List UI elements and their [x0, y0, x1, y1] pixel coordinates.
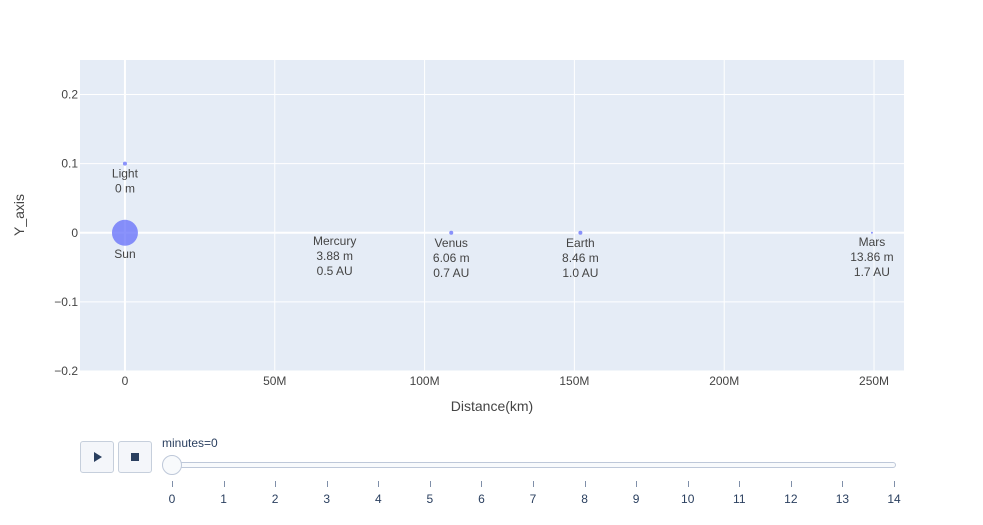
stop-button[interactable]	[118, 441, 152, 473]
slider-step-label[interactable]: 6	[478, 492, 485, 506]
slider-step-label[interactable]: 10	[681, 492, 695, 506]
slider-step-tick	[481, 481, 483, 487]
x-tick-label: 100M	[410, 374, 440, 388]
slider-rail[interactable]	[172, 462, 896, 468]
slider-current-value: minutes=0	[162, 436, 218, 450]
slider-handle[interactable]	[162, 455, 182, 475]
x-tick-label: 150M	[559, 374, 589, 388]
x-axis-ticks: 0 50M 100M 150M 200M 250M	[122, 374, 889, 388]
slider-step-label[interactable]: 14	[887, 492, 901, 506]
slider-step-label[interactable]: 12	[784, 492, 798, 506]
plot-area	[80, 60, 904, 371]
data-points	[111, 161, 873, 246]
y-tick-label: −0.1	[54, 295, 78, 309]
data-label: 3.88 m	[316, 249, 353, 263]
slider-step-tick	[790, 481, 792, 487]
data-point	[111, 219, 138, 246]
data-label: 6.06 m	[433, 251, 470, 265]
slider-step-label[interactable]: 4	[374, 492, 382, 506]
slider-step-label[interactable]: 1	[220, 492, 227, 506]
data-label: 0.7 AU	[433, 266, 469, 280]
data-label: 8.46 m	[562, 251, 599, 265]
play-icon	[94, 452, 102, 462]
slider-step-tick	[172, 481, 173, 487]
slider-step-tick	[275, 481, 277, 487]
slider-step-label[interactable]: 9	[632, 492, 640, 506]
x-tick-label: 0	[122, 374, 129, 388]
data-label: 13.86 m	[850, 250, 893, 264]
slider-step-tick	[429, 481, 431, 487]
slider-step-tick	[842, 481, 844, 487]
slider-step-label[interactable]: 7	[529, 492, 537, 506]
y-tick-label: 0.2	[61, 88, 78, 102]
data-label: 0.5 AU	[317, 264, 353, 278]
data-label: Light	[112, 167, 139, 181]
y-tick-label: −0.2	[54, 364, 78, 378]
y-axis-title: Y_axis	[11, 194, 27, 236]
slider-step-tick	[687, 481, 689, 487]
data-point	[578, 230, 583, 235]
slider-step-label[interactable]: 13	[835, 492, 850, 506]
slider-step-label[interactable]: 11	[733, 492, 746, 506]
y-tick-label: 0	[71, 226, 78, 240]
grid	[80, 60, 904, 372]
slider-step-label[interactable]: 8	[581, 492, 588, 506]
data-label: Mars	[859, 235, 886, 249]
x-tick-label: 200M	[709, 374, 739, 388]
data-label: 1.7 AU	[854, 265, 890, 279]
data-point	[449, 230, 454, 235]
y-axis-ticks: 0.2 0.1 0 −0.1 −0.2	[54, 88, 78, 378]
x-axis-title: Distance(km)	[451, 398, 533, 414]
slider-step-tick	[326, 481, 328, 487]
stop-icon	[131, 453, 139, 461]
x-tick-label: 250M	[859, 374, 889, 388]
slider-step-label[interactable]: 0	[168, 492, 176, 506]
x-tick-label: 50M	[263, 374, 286, 388]
slider-step-label[interactable]: 3	[323, 492, 331, 506]
slider-step-tick	[378, 481, 380, 487]
data-label: Sun	[114, 247, 135, 261]
data-label: 1.0 AU	[562, 266, 598, 280]
slider-step-tick	[584, 481, 586, 487]
data-label: 0 m	[115, 182, 135, 196]
slider-step-label[interactable]: 2	[271, 492, 279, 506]
slider-step-tick	[739, 481, 741, 487]
play-button[interactable]	[80, 441, 114, 473]
slider-step-tick	[223, 481, 225, 487]
y-tick-label: 0.1	[61, 157, 78, 171]
data-label: Earth	[566, 236, 595, 250]
data-point	[870, 231, 873, 234]
data-label: Mercury	[313, 234, 356, 248]
slider-step-tick	[533, 481, 534, 487]
slider-step-tick	[894, 481, 895, 487]
data-label: Venus	[435, 236, 468, 250]
data-point	[122, 161, 127, 166]
slider-step-tick	[636, 481, 638, 487]
slider-step-label[interactable]: 5	[426, 492, 434, 506]
